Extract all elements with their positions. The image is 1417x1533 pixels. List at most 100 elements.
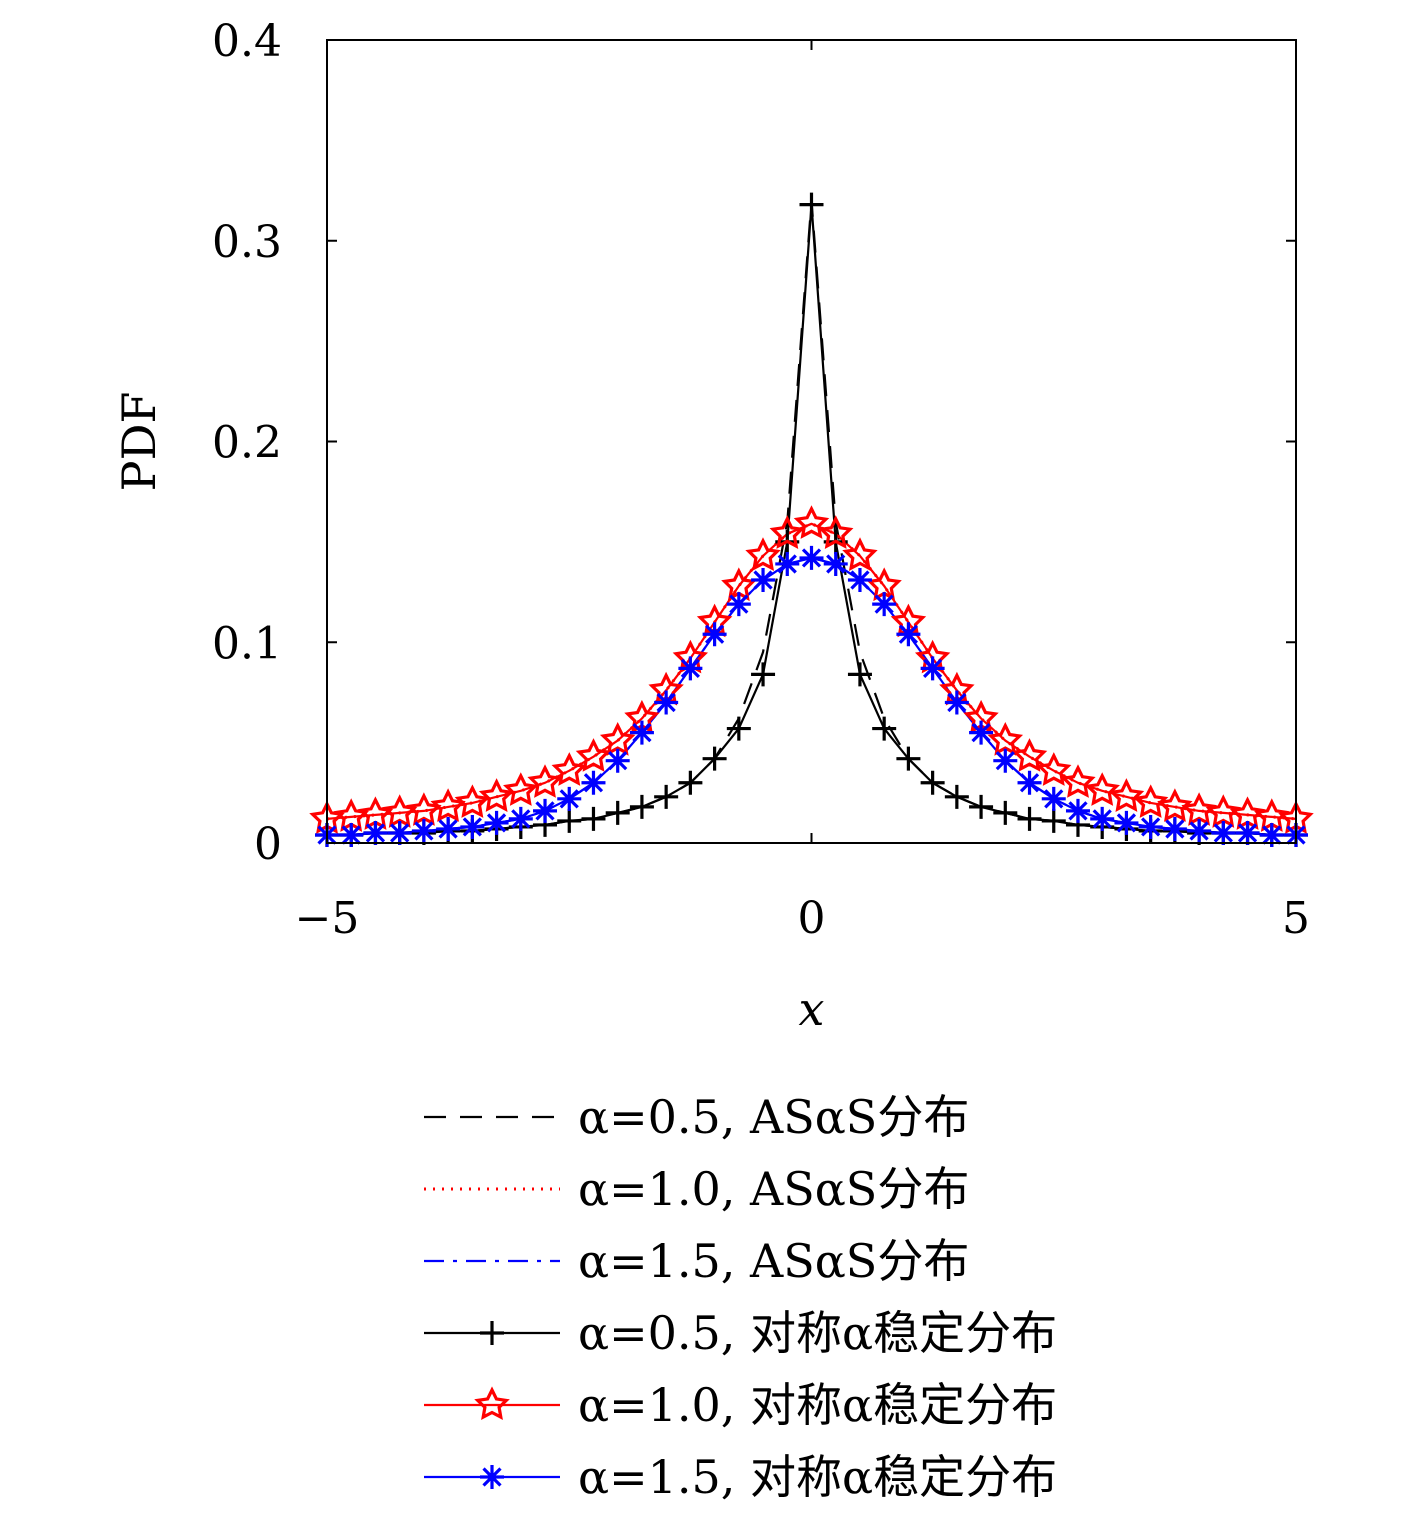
series-6-marker: [944, 690, 969, 715]
series-6-marker: [1017, 770, 1042, 795]
series-6-marker: [678, 656, 703, 681]
legend-marker-sample: [480, 1465, 504, 1489]
series-line-4: [327, 203, 1296, 837]
series-4-marker: [1041, 808, 1066, 833]
series-6-marker: [702, 622, 727, 647]
series-5-marker: [406, 792, 442, 826]
series-4-marker: [726, 716, 751, 741]
series-6-marker: [460, 814, 485, 839]
y-tick-label: 0.4: [212, 16, 282, 67]
series-4-marker: [872, 716, 897, 741]
legend-marker-sample: [480, 1321, 504, 1345]
series-6-marker: [1162, 816, 1187, 841]
series-5-marker: [551, 752, 587, 786]
series-5-marker: [1181, 792, 1217, 826]
series-5-marker: [1060, 764, 1096, 798]
legend-label: α=1.0, ASαS分布: [578, 1162, 969, 1216]
series-6-marker: [654, 690, 679, 715]
series-6-marker: [1211, 820, 1236, 845]
series-6-marker: [387, 820, 412, 845]
series-5-marker: [503, 772, 539, 806]
y-tick-label: 0.2: [212, 418, 282, 469]
series-5-marker: [1084, 772, 1120, 806]
series-5-marker: [1157, 788, 1193, 822]
series-6-marker: [1041, 786, 1066, 811]
series-4-marker: [799, 192, 824, 217]
series-6-marker: [411, 818, 436, 843]
legend-item: α=0.5, ASαS分布: [424, 1090, 969, 1144]
x-axis-label: x: [799, 982, 825, 1036]
series-4-marker: [678, 770, 703, 795]
series-6-marker: [629, 720, 654, 745]
series-line-1: [327, 199, 1296, 837]
legend-item: α=1.0, 对称α稳定分布: [424, 1378, 1057, 1432]
series-4-marker: [605, 800, 630, 825]
legend-item: α=0.5, 对称α稳定分布: [424, 1306, 1057, 1360]
series-5-marker: [818, 515, 854, 549]
series-5-marker: [430, 788, 466, 822]
series-4-marker: [944, 784, 969, 809]
legend-label: α=1.0, 对称α稳定分布: [578, 1378, 1057, 1432]
legend-item: α=1.0, ASαS分布: [424, 1162, 969, 1216]
series-4-marker: [751, 662, 776, 687]
series-5-marker: [987, 721, 1024, 756]
series-4-marker: [993, 800, 1018, 825]
plot-frame: [326, 39, 1297, 844]
series-4-marker: [702, 746, 727, 771]
series-6-marker: [799, 545, 824, 570]
legend-item: α=1.5, ASαS分布: [424, 1234, 969, 1288]
series-line-6: [327, 556, 1296, 837]
series-5-marker: [454, 784, 491, 818]
series-6-marker: [1259, 822, 1284, 847]
series-4-marker: [969, 794, 994, 819]
legend-label: α=1.5, ASαS分布: [578, 1234, 969, 1288]
series-6-marker: [896, 622, 921, 647]
series-5-marker: [1205, 794, 1242, 828]
legend-label: α=0.5, 对称α稳定分布: [578, 1306, 1057, 1360]
series-6-marker: [775, 551, 800, 576]
series-6-marker: [1235, 820, 1260, 845]
series-6-marker: [993, 748, 1018, 773]
series-4-marker: [896, 746, 921, 771]
x-tick-label: −5: [295, 893, 360, 944]
series-4-marker: [581, 806, 606, 831]
series-6-marker: [581, 770, 606, 795]
series-6-marker: [1138, 814, 1163, 839]
series-5-marker: [842, 537, 878, 572]
legend-label: α=1.5, 对称α稳定分布: [578, 1450, 1057, 1504]
series-5-marker: [1108, 778, 1145, 812]
series-6-marker: [969, 720, 994, 745]
series-6-marker: [1065, 798, 1090, 823]
series-markers-layer: [309, 192, 1314, 847]
series-4-marker: [847, 662, 872, 687]
series-6-marker: [436, 816, 461, 841]
series-6-marker: [872, 592, 897, 617]
series-5-marker: [527, 764, 563, 798]
series-5-marker: [1132, 784, 1169, 818]
series-line-3: [327, 556, 1296, 837]
series-5-marker: [599, 721, 636, 756]
series-6-marker: [1187, 818, 1212, 843]
series-4-marker: [557, 808, 582, 833]
series-5-marker: [478, 778, 515, 812]
series-6-marker: [363, 820, 388, 845]
series-6-marker: [1114, 810, 1139, 835]
series-6-marker: [920, 656, 945, 681]
series-5-marker: [769, 515, 805, 549]
series-4-marker: [920, 770, 945, 795]
legend-marker-sample: [474, 1386, 510, 1421]
axis-ticks-layer: −5 0 5 0 0.1 0.2 0.3 0.4: [212, 16, 1310, 944]
series-6-marker: [751, 568, 776, 593]
series-5-marker: [575, 738, 612, 772]
series-6-marker: [557, 786, 582, 811]
series-markers-4: [315, 192, 1308, 847]
series-6-marker: [726, 592, 751, 617]
series-6-marker: [605, 748, 630, 773]
series-4-marker: [629, 794, 654, 819]
legend: α=0.5, ASαS分布 α=1.0, ASαS分布 α=1.5, ASαS分布 α…: [424, 1090, 1057, 1504]
series-6-marker: [823, 551, 848, 576]
x-tick-label: 5: [1282, 893, 1310, 944]
series-5-marker: [1011, 738, 1048, 772]
series-5-marker: [745, 537, 781, 572]
